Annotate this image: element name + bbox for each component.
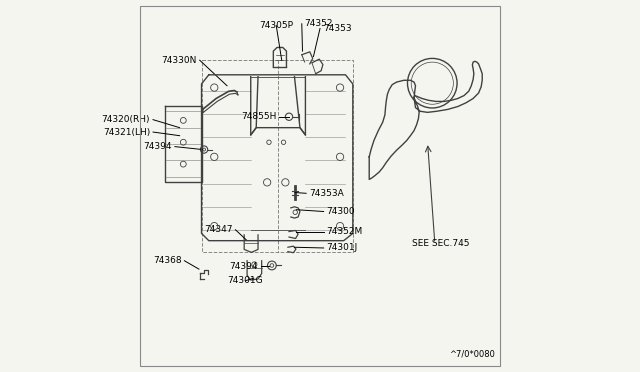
Text: ^7/0*0080: ^7/0*0080 [449,349,495,358]
Text: 74352: 74352 [305,19,333,28]
Text: 74352M: 74352M [326,227,363,236]
Text: 74855H: 74855H [241,112,276,121]
Text: 74347: 74347 [204,225,232,234]
Text: 74301G: 74301G [227,276,263,285]
Text: 74353A: 74353A [309,189,344,198]
Text: 74394: 74394 [230,262,258,271]
Text: 74368: 74368 [153,256,182,265]
Text: 74321(LH): 74321(LH) [103,128,150,137]
Text: SEE SEC.745: SEE SEC.745 [412,239,469,248]
Text: 74300: 74300 [326,207,355,216]
Text: 74320(RH): 74320(RH) [102,115,150,124]
Text: 74394: 74394 [143,142,172,151]
Text: 74330N: 74330N [161,56,196,65]
Text: 74301J: 74301J [326,244,358,253]
Text: 74305P: 74305P [259,21,293,30]
Text: 74353: 74353 [323,24,351,33]
